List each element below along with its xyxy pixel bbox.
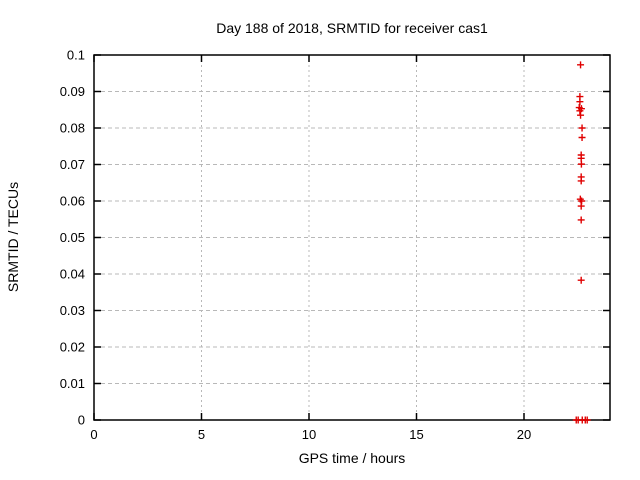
data-point-marker <box>577 216 585 224</box>
data-point-marker <box>576 98 584 106</box>
y-tick-label: 0 <box>78 413 85 428</box>
data-point-marker <box>577 276 585 284</box>
data-point-marker <box>577 111 585 119</box>
y-tick-label: 0.08 <box>60 121 85 136</box>
data-point-marker <box>577 202 585 210</box>
plot-border <box>93 54 611 421</box>
y-tick-label: 0.06 <box>60 194 85 209</box>
y-tick-label: 0.1 <box>67 48 85 63</box>
data-point-marker <box>583 416 591 424</box>
y-tick-label: 0.07 <box>60 157 85 172</box>
chart-title: Day 188 of 2018, SRMTID for receiver cas… <box>216 20 488 36</box>
y-tick-label: 0.03 <box>60 303 85 318</box>
y-tick-label: 0.02 <box>60 340 85 355</box>
data-point-marker <box>577 61 585 69</box>
data-point-marker <box>578 124 586 132</box>
y-tick-label: 0.09 <box>60 84 85 99</box>
data-points <box>572 61 591 424</box>
plot-border-rect <box>93 54 611 421</box>
marker-group <box>572 61 591 424</box>
x-tick-label: 5 <box>198 427 205 442</box>
y-tick-label: 0.05 <box>60 230 85 245</box>
data-point-marker <box>578 133 586 141</box>
tick-layer: 0 0.01 0.02 0.03 0.04 0.05 0.06 0.07 0.08 0.09 0.1… <box>60 48 610 442</box>
x-axis-label: GPS time / hours <box>299 450 406 466</box>
y-tick-label: 0.01 <box>60 376 85 391</box>
x-tick-label: 10 <box>302 427 316 442</box>
x-tick-label: 15 <box>409 427 423 442</box>
data-point-marker <box>577 154 585 162</box>
data-point-marker <box>577 160 585 168</box>
grid-layer <box>94 55 610 420</box>
y-tick-label: 0.04 <box>60 267 85 282</box>
data-point-marker <box>577 177 585 185</box>
x-tick-label: 0 <box>90 427 97 442</box>
y-axis-label: SRMTID / TECUs <box>5 182 21 292</box>
x-tick-label: 20 <box>517 427 531 442</box>
